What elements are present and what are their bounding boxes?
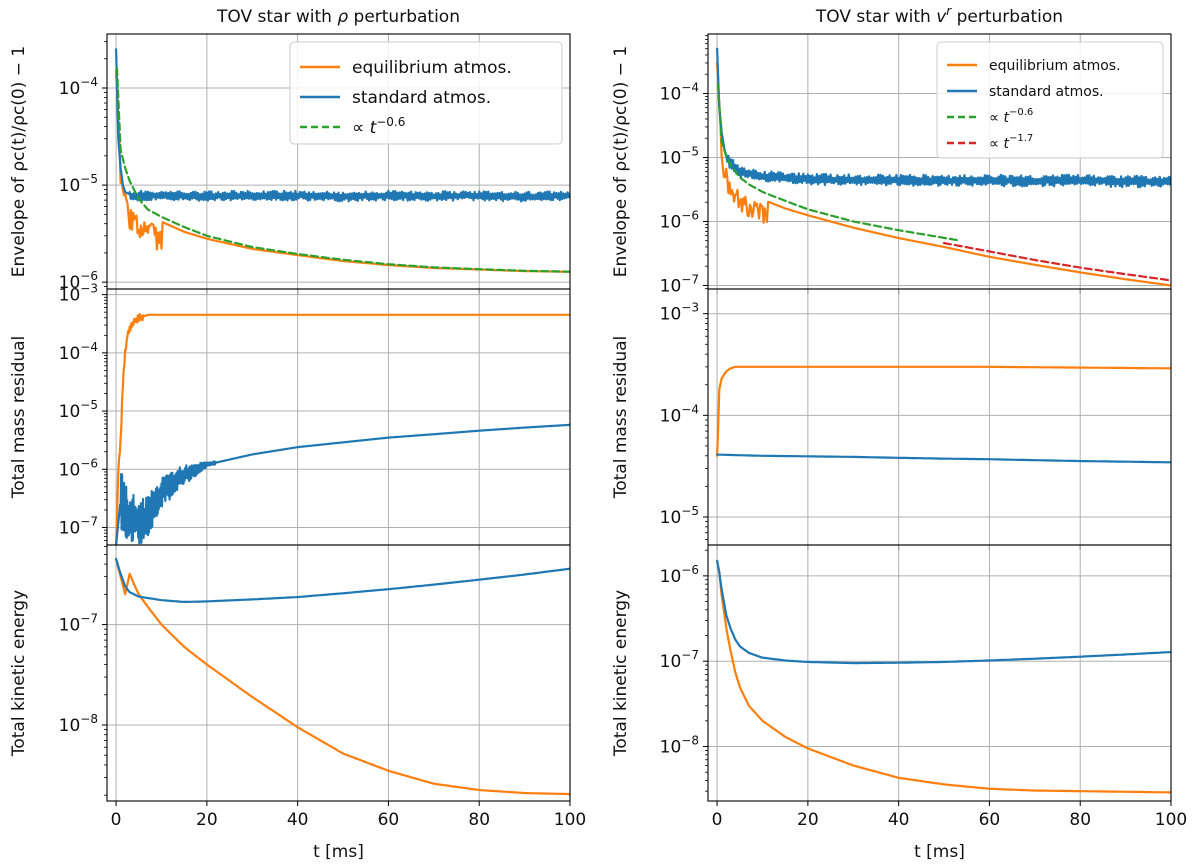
axes-frame bbox=[107, 545, 570, 801]
x-tick-label: 20 bbox=[196, 810, 218, 830]
x-tick-label: 60 bbox=[979, 810, 1001, 830]
y-tick-label: 10−7 bbox=[59, 514, 98, 538]
x-tick-label: 20 bbox=[797, 810, 819, 830]
legend: equilibrium atmos.standard atmos.∝ t−0.6 bbox=[290, 42, 562, 144]
legend: equilibrium atmos.standard atmos.∝ t−0.6… bbox=[937, 42, 1163, 158]
plot-area: 10−6 10−5 10−4 Envelope of ρc(t)/ρc(0) − 1 T… bbox=[9, 4, 1187, 862]
series-line-fit-green bbox=[718, 84, 958, 240]
y-axis-label: Envelope of ρc(t)/ρc(0) − 1 bbox=[9, 46, 29, 277]
axes-frame bbox=[107, 289, 570, 545]
chart-title: TOV star with vr perturbation bbox=[815, 4, 1063, 27]
panel-right-kinetic: 0 20 40 60 80 100 10−8 10−7 10−6 Total kinetic en… bbox=[611, 545, 1187, 862]
y-tick-label: 10−6 bbox=[59, 456, 98, 480]
y-tick-label: 10−3 bbox=[59, 282, 98, 306]
y-tick-label: 10−7 bbox=[660, 272, 699, 296]
series-line-equilibrium bbox=[717, 367, 1171, 456]
series-group bbox=[116, 314, 570, 545]
y-axis-label: Total kinetic energy bbox=[611, 590, 631, 757]
panel-right-mass: 10−5 10−4 10−3 Total mass residual bbox=[611, 289, 1171, 550]
x-tick-label: 80 bbox=[468, 810, 490, 830]
x-axis-label: t [ms] bbox=[914, 842, 965, 862]
axes-frame bbox=[708, 289, 1171, 545]
x-tick-label: 0 bbox=[111, 810, 122, 830]
series-group bbox=[717, 367, 1171, 463]
panel-left-mass: 10−7 10−6 10−5 10−4 10−3 Total mass residual bbox=[9, 282, 570, 550]
series-line-fit-red bbox=[944, 243, 1171, 280]
y-tick-label: 10−7 bbox=[660, 648, 699, 672]
y-tick-label: 10−4 bbox=[59, 340, 98, 364]
x-tick-label: 0 bbox=[712, 810, 723, 830]
series-group bbox=[116, 559, 570, 794]
y-tick-label: 10−4 bbox=[59, 75, 98, 99]
series-line-standard bbox=[717, 455, 1171, 463]
series-line-equilibrium bbox=[717, 561, 1171, 793]
y-tick-label: 10−5 bbox=[59, 172, 98, 196]
y-tick-label: 10−3 bbox=[660, 301, 699, 325]
y-tick-label: 10−8 bbox=[59, 712, 98, 736]
y-axis-label: Total mass residual bbox=[611, 336, 631, 500]
y-tick-label: 10−5 bbox=[660, 504, 699, 528]
y-tick-label: 10−5 bbox=[660, 144, 699, 168]
y-axis-label: Envelope of ρc(t)/ρc(0) − 1 bbox=[611, 46, 631, 277]
legend-label-standard: standard atmos. bbox=[989, 84, 1104, 100]
y-axis-label: Total kinetic energy bbox=[9, 590, 29, 757]
y-tick-label: 10−7 bbox=[59, 612, 98, 636]
y-tick-label: 10−6 bbox=[660, 563, 699, 587]
y-tick-label: 10−4 bbox=[660, 80, 699, 104]
legend-label-equilibrium: equilibrium atmos. bbox=[352, 58, 512, 78]
axes-frame bbox=[708, 545, 1171, 801]
series-group bbox=[717, 561, 1171, 793]
x-axis-label: t [ms] bbox=[313, 842, 364, 862]
x-tick-label: 80 bbox=[1069, 810, 1091, 830]
y-tick-label: 10−5 bbox=[59, 398, 98, 422]
y-tick-label: 10−4 bbox=[660, 402, 699, 426]
y-axis-label: Total mass residual bbox=[9, 336, 29, 500]
x-tick-label: 100 bbox=[1155, 810, 1187, 830]
x-tick-label: 60 bbox=[378, 810, 400, 830]
y-tick-label: 10−8 bbox=[660, 734, 699, 758]
legend-label-standard: standard atmos. bbox=[352, 88, 491, 108]
x-tick-label: 40 bbox=[287, 810, 309, 830]
legend-label-equilibrium: equilibrium atmos. bbox=[989, 58, 1121, 74]
series-line-standard bbox=[116, 425, 570, 545]
x-tick-label: 40 bbox=[888, 810, 910, 830]
x-tick-label: 100 bbox=[554, 810, 586, 830]
panel-left-kinetic: 0 20 40 60 80 100 10−8 10−7 Total kinetic energy… bbox=[9, 545, 586, 862]
series-line-standard bbox=[116, 559, 570, 602]
panel-right-envelope: 10−7 10−6 10−5 10−4 Envelope of ρc(t)/ρc(0) … bbox=[611, 4, 1171, 296]
y-tick-label: 10−6 bbox=[660, 208, 699, 232]
chart-title: TOV star with ρ perturbation bbox=[216, 7, 460, 27]
